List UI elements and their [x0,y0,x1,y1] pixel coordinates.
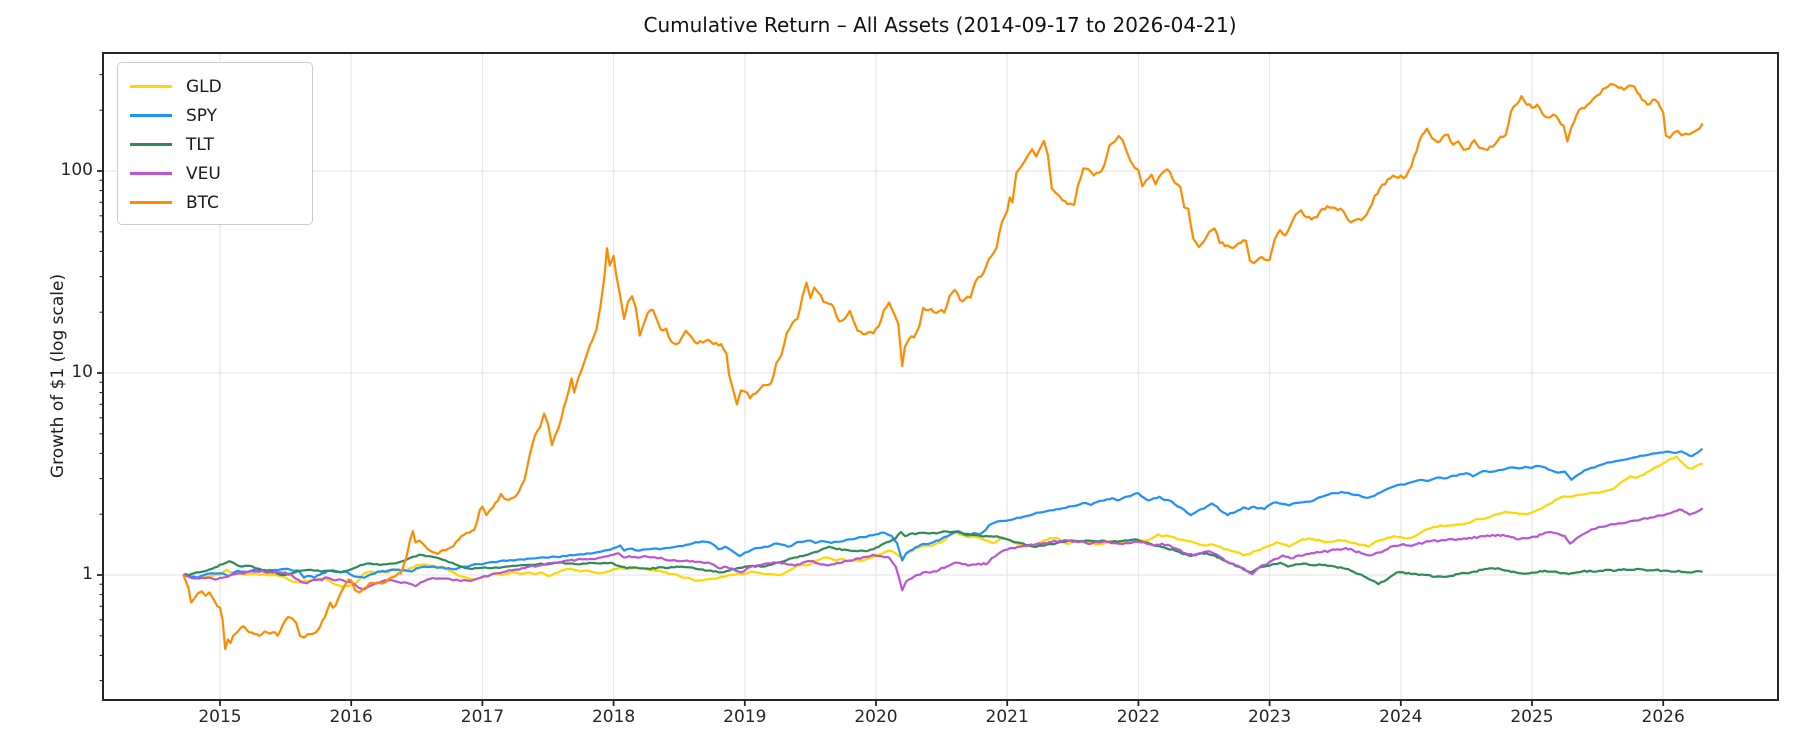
series-lines [182,82,1704,651]
y-tick-label-10: 10 [71,362,93,382]
x-tick-label-2015: 2015 [198,707,242,727]
series-line-TLT [182,530,1703,586]
axis-ticks [97,74,1665,706]
x-tick-label-2025: 2025 [1510,707,1554,727]
x-tick-label-2016: 2016 [329,707,373,727]
legend-label-TLT: TLT [186,134,214,155]
x-tick-label-2021: 2021 [985,707,1029,727]
x-tick-label-2022: 2022 [1116,707,1161,727]
legend-label-BTC: BTC [186,192,219,213]
x-tick-label-2019: 2019 [723,707,767,727]
series-line-SPY [183,447,1704,579]
legend-label-GLD: GLD [186,76,222,97]
legend-swatch-SPY [130,114,172,117]
series-line-BTC [182,82,1704,651]
x-tick-label-2020: 2020 [854,707,898,727]
legend-item-BTC: BTC [130,188,300,217]
legend-swatch-BTC [130,201,172,204]
x-tick-label-2026: 2026 [1641,707,1685,727]
x-tick-label-2018: 2018 [591,707,636,727]
legend-swatch-VEU [130,172,172,175]
legend: GLD SPY TLT VEU BTC [117,62,313,225]
legend-swatch-GLD [130,85,172,88]
legend-item-VEU: VEU [130,159,300,188]
series-line-VEU [183,507,1704,592]
legend-label-VEU: VEU [186,163,221,184]
x-tick-label-2017: 2017 [460,707,505,727]
legend-item-SPY: SPY [130,101,300,130]
gridlines [103,53,1778,700]
y-tick-label-1: 1 [82,564,93,584]
y-tick-label-100: 100 [60,160,93,180]
legend-label-SPY: SPY [186,105,218,126]
plot-frame [102,52,1779,701]
legend-swatch-TLT [130,143,172,146]
legend-item-TLT: TLT [130,130,300,159]
x-tick-label-2023: 2023 [1247,707,1292,727]
chart-title: Cumulative Return – All Assets (2014-09-… [643,13,1237,37]
x-tick-label-2024: 2024 [1379,707,1423,727]
legend-item-GLD: GLD [130,72,300,101]
